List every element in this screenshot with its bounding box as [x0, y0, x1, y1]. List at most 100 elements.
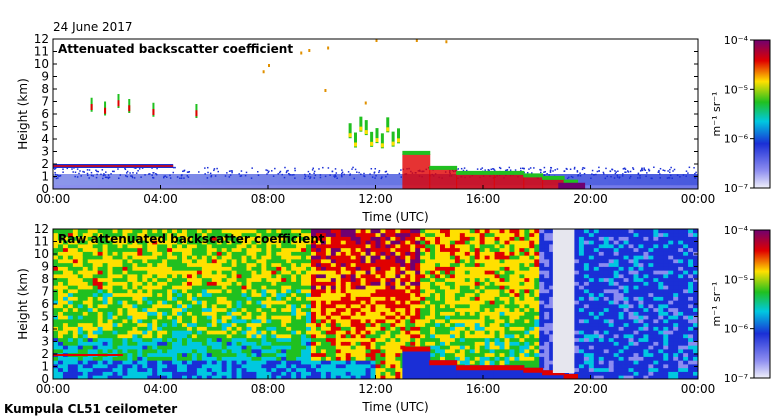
speckle	[669, 168, 671, 171]
raw-cell	[196, 307, 203, 312]
raw-cell	[256, 304, 262, 309]
raw-cell	[147, 274, 153, 279]
raw-cell	[167, 307, 173, 312]
raw-cell	[311, 292, 317, 297]
speckle	[239, 175, 242, 177]
speckle	[685, 175, 687, 177]
raw-cell	[355, 259, 362, 264]
raw-cell	[231, 315, 237, 320]
raw-cell	[365, 330, 371, 335]
raw-cell	[410, 326, 416, 331]
raw-cell	[578, 364, 585, 369]
raw-cell	[57, 255, 64, 260]
raw-cell	[266, 247, 272, 252]
raw-cell	[107, 360, 113, 365]
raw-cell	[494, 307, 500, 312]
raw-cell	[444, 240, 451, 245]
raw-cell	[102, 236, 108, 241]
cloud-column-core	[391, 141, 395, 146]
raw-cell	[241, 277, 247, 282]
raw-cell	[182, 259, 188, 264]
raw-cell	[226, 315, 233, 320]
raw-cell	[435, 304, 441, 309]
raw-cell	[296, 360, 302, 365]
raw-cell	[360, 262, 366, 267]
raw-cell	[504, 326, 510, 331]
raw-cell	[276, 371, 282, 376]
speckle	[272, 175, 275, 177]
raw-cell	[405, 236, 411, 241]
raw-cell	[206, 311, 213, 316]
raw-cell	[57, 236, 64, 241]
raw-cell	[440, 326, 446, 331]
raw-cell	[395, 244, 401, 249]
raw-cell	[206, 285, 213, 290]
raw-cell	[330, 255, 337, 260]
raw-cell	[53, 274, 59, 279]
raw-cell	[246, 229, 252, 234]
raw-cell	[102, 274, 108, 279]
raw-cell	[454, 322, 461, 327]
raw-cell	[246, 292, 252, 297]
raw-cell	[127, 281, 133, 286]
raw-cell	[430, 322, 436, 327]
raw-cell	[430, 232, 436, 237]
raw-cell	[320, 270, 327, 275]
raw-cell	[583, 236, 590, 241]
raw-cell	[201, 360, 208, 365]
raw-cell	[191, 334, 198, 339]
raw-cell	[251, 270, 257, 275]
raw-cell	[102, 281, 108, 286]
raw-cell	[539, 311, 545, 316]
raw-cell	[459, 277, 466, 282]
raw-cell	[588, 330, 595, 335]
raw-cell	[167, 251, 173, 256]
raw-cell	[211, 334, 218, 339]
raw-cell	[206, 236, 213, 241]
raw-cell	[236, 251, 242, 256]
raw-cell	[201, 326, 208, 331]
raw-cell	[578, 274, 585, 279]
raw-cell	[92, 307, 99, 312]
raw-cell	[588, 371, 595, 376]
colorbar-tick-label: 10⁻⁴	[724, 34, 749, 47]
raw-cell	[256, 364, 262, 369]
raw-cell	[449, 277, 456, 282]
raw-cell	[97, 345, 104, 350]
raw-cell	[221, 322, 228, 327]
raw-cell	[499, 352, 505, 357]
raw-cell	[196, 266, 203, 271]
raw-cell	[57, 274, 64, 279]
raw-cell	[167, 281, 173, 286]
raw-cell	[291, 360, 297, 365]
speckle	[504, 169, 507, 172]
raw-cell	[459, 304, 466, 309]
raw-cell	[132, 289, 138, 294]
raw-cell	[405, 240, 411, 245]
raw-cell	[157, 247, 163, 252]
raw-cell	[315, 251, 322, 256]
raw-cell	[276, 259, 282, 264]
raw-cell	[221, 304, 228, 309]
raw-cell	[464, 255, 471, 260]
raw-cell	[122, 274, 128, 279]
raw-cell	[365, 262, 371, 267]
raw-cell	[167, 259, 173, 264]
raw-cell	[509, 262, 515, 267]
raw-cell	[211, 270, 218, 275]
raw-cell	[281, 274, 287, 279]
raw-cell	[425, 289, 431, 294]
raw-cell	[573, 315, 580, 320]
speckle	[334, 174, 337, 176]
speckle	[499, 167, 502, 170]
raw-cell	[306, 345, 312, 350]
raw-cell	[221, 292, 228, 297]
raw-cell	[167, 255, 173, 260]
raw-cell	[395, 296, 401, 301]
raw-cell	[147, 281, 153, 286]
raw-cell	[137, 349, 143, 354]
raw-cell	[484, 281, 491, 286]
raw-cell	[524, 300, 530, 305]
raw-cell	[256, 356, 262, 361]
raw-cell	[286, 337, 292, 342]
